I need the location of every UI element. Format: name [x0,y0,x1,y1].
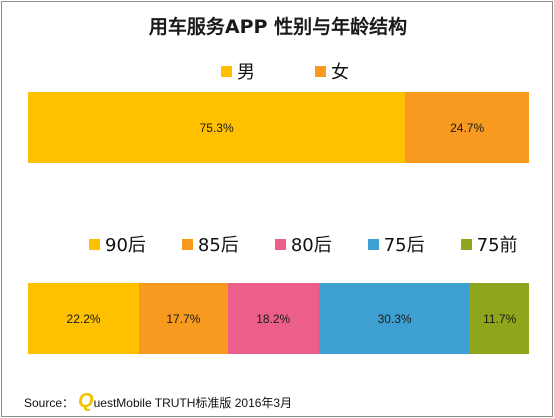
age-data-label: 11.7% [483,311,517,326]
age-legend-swatch [367,238,379,250]
gender-legend-item: 男 [221,58,255,84]
chart-title: 用车服务APP 性别与年龄结构 [148,16,408,38]
gender-legend-label: 女 [331,62,349,83]
gender-data-label: 24.7% [450,120,485,135]
age-bar-segment: 22.2% [28,283,140,354]
age-data-label: 22.2% [66,311,101,326]
age-data-label: 30.3% [377,311,412,326]
age-legend-label: 90后 [105,235,146,256]
gender-legend: 男女 [221,58,349,84]
age-legend: 90后 85后 80后 75后 75前 [89,231,518,257]
age-legend-item: 85后 [181,231,239,257]
age-legend-label: 75后 [383,235,425,256]
age-bar-segment: 11.7% [470,283,529,354]
gender-bar: 75.3% 24.7% [28,92,529,163]
age-legend-label: 85后 [197,235,239,256]
age-bar-segment: 30.3% [318,283,471,354]
questmobile-logo: Q [78,390,94,412]
age-legend-item: 75后 [367,231,425,257]
age-legend-swatch [89,238,100,250]
gender-legend-item: 女 [315,58,349,84]
age-bar: 22.2% 17.7% 18.2% 30.3% 11.7% [28,283,529,354]
gender-bar-segment: 75.3% [28,92,406,163]
gender-data-label: 75.3% [199,120,234,135]
source-note: Source： Q uestMobile TRUTH标准版 2016年3月 [24,390,293,412]
gender-bar-segment: 24.7% [405,92,529,163]
age-legend-swatch [460,238,472,250]
age-legend-item: 75前 [460,231,518,257]
gender-legend-label: 男 [237,62,255,83]
age-legend-item: 90后 [89,231,146,257]
age-legend-label: 80后 [290,235,332,256]
age-bar-segment: 17.7% [139,283,228,354]
gender-legend-swatch [315,65,326,77]
age-legend-swatch [181,238,193,250]
gender-legend-swatch [221,65,232,77]
source-prefix: Source： [24,396,75,410]
age-legend-swatch [274,238,286,250]
age-legend-label: 75前 [476,235,518,256]
age-data-label: 18.2% [256,311,291,326]
age-bar-segment: 18.2% [227,283,319,354]
source-text: uestMobile TRUTH标准版 2016年3月 [93,396,293,410]
age-data-label: 17.7% [166,311,201,326]
age-legend-item: 80后 [274,231,332,257]
